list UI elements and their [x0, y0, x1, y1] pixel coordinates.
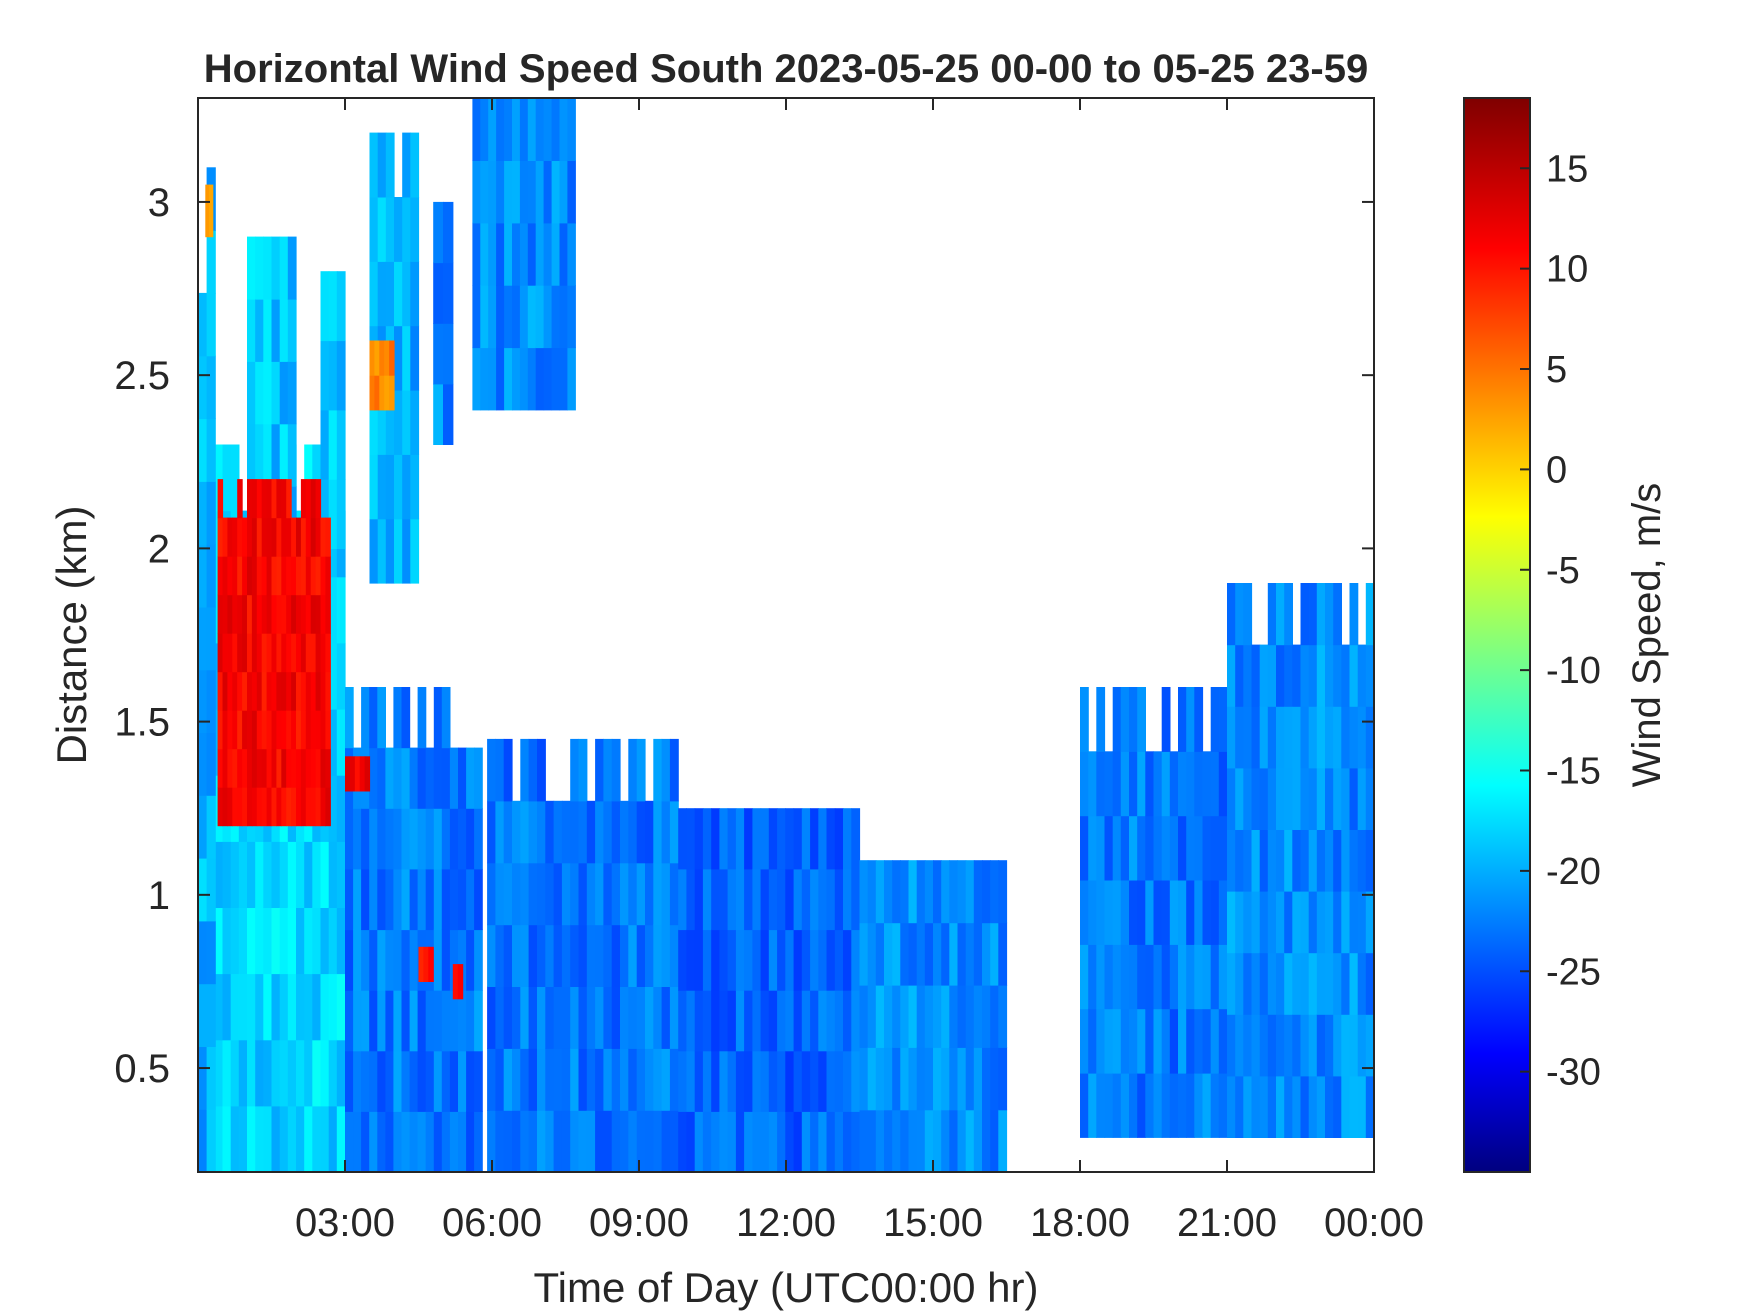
colorbar-tick-label: -15 [1546, 751, 1601, 793]
wind-region-6 [433, 201, 454, 445]
wind-region-1 [198, 167, 216, 1172]
y-tick-label: 1.5 [114, 701, 170, 745]
chart-title: Horizontal Wind Speed South 2023-05-25 0… [204, 47, 1368, 91]
x-tick-label: 15:00 [883, 1201, 983, 1245]
y-tick-label: 2.5 [114, 354, 170, 398]
x-tick-label: 21:00 [1177, 1201, 1277, 1245]
colorbar-tick-label: -30 [1546, 1052, 1601, 1094]
wind-feature-0 [217, 479, 331, 827]
colorbar-tick-label: -10 [1546, 650, 1601, 692]
x-axis-label: Time of Day (UTC00:00 hr) [534, 1264, 1039, 1311]
wind-region-10 [859, 860, 1008, 1172]
wind-region-3 [320, 271, 346, 549]
colorbar-tick-label: -25 [1546, 951, 1601, 993]
colorbar-tick-label: 0 [1546, 449, 1567, 491]
x-tick-label: 03:00 [295, 1201, 395, 1245]
wind-region-11 [1080, 687, 1228, 1138]
wind-region-9 [678, 808, 861, 1172]
colorbar-tick-label: 10 [1546, 249, 1588, 291]
wind-region-12 [1227, 583, 1374, 1138]
colorbar-tick-label: 5 [1546, 349, 1567, 391]
wind-feature-3 [418, 946, 434, 982]
heatmap-image [198, 98, 1374, 1172]
y-tick-label: 2 [148, 527, 170, 571]
wind-region-8 [487, 738, 679, 1172]
y-tick-label: 1 [148, 874, 170, 918]
wind-feature-2 [369, 340, 395, 411]
wind-feature-1 [345, 756, 371, 792]
wind-feature-5 [205, 184, 214, 238]
colorbar-tick-label: 15 [1546, 148, 1588, 190]
wind-region-7 [472, 98, 576, 411]
y-tick-label: 0.5 [114, 1047, 170, 1091]
x-axis: 03:00 06:00 09:00 12:00 15:00 18:00 21:00 00:00 [295, 98, 1424, 1245]
colorbar-label: Wind Speed, m/s [1625, 483, 1669, 788]
x-tick-label: 18:00 [1030, 1201, 1130, 1245]
y-axis-label: Distance (km) [48, 505, 95, 764]
x-tick-label: 00:00 [1324, 1201, 1424, 1245]
wind-feature-4 [452, 964, 464, 1000]
colorbar-axis: 15 10 5 0 -5 -10 -15 -20 -25 -30 [1520, 148, 1601, 1094]
y-axis: 0.5 1 1.5 2 2.5 3 [114, 181, 1374, 1091]
y-tick-label: 3 [148, 181, 170, 225]
colorbar-tick-label: -20 [1546, 851, 1601, 893]
x-tick-label: 12:00 [736, 1201, 836, 1245]
x-tick-label: 09:00 [589, 1201, 689, 1245]
wind-region-4 [345, 687, 483, 1172]
x-tick-label: 06:00 [442, 1201, 542, 1245]
wind-region-5 [369, 132, 420, 584]
colorbar [1463, 97, 1531, 1173]
colorbar-tick-label: -5 [1546, 550, 1580, 592]
